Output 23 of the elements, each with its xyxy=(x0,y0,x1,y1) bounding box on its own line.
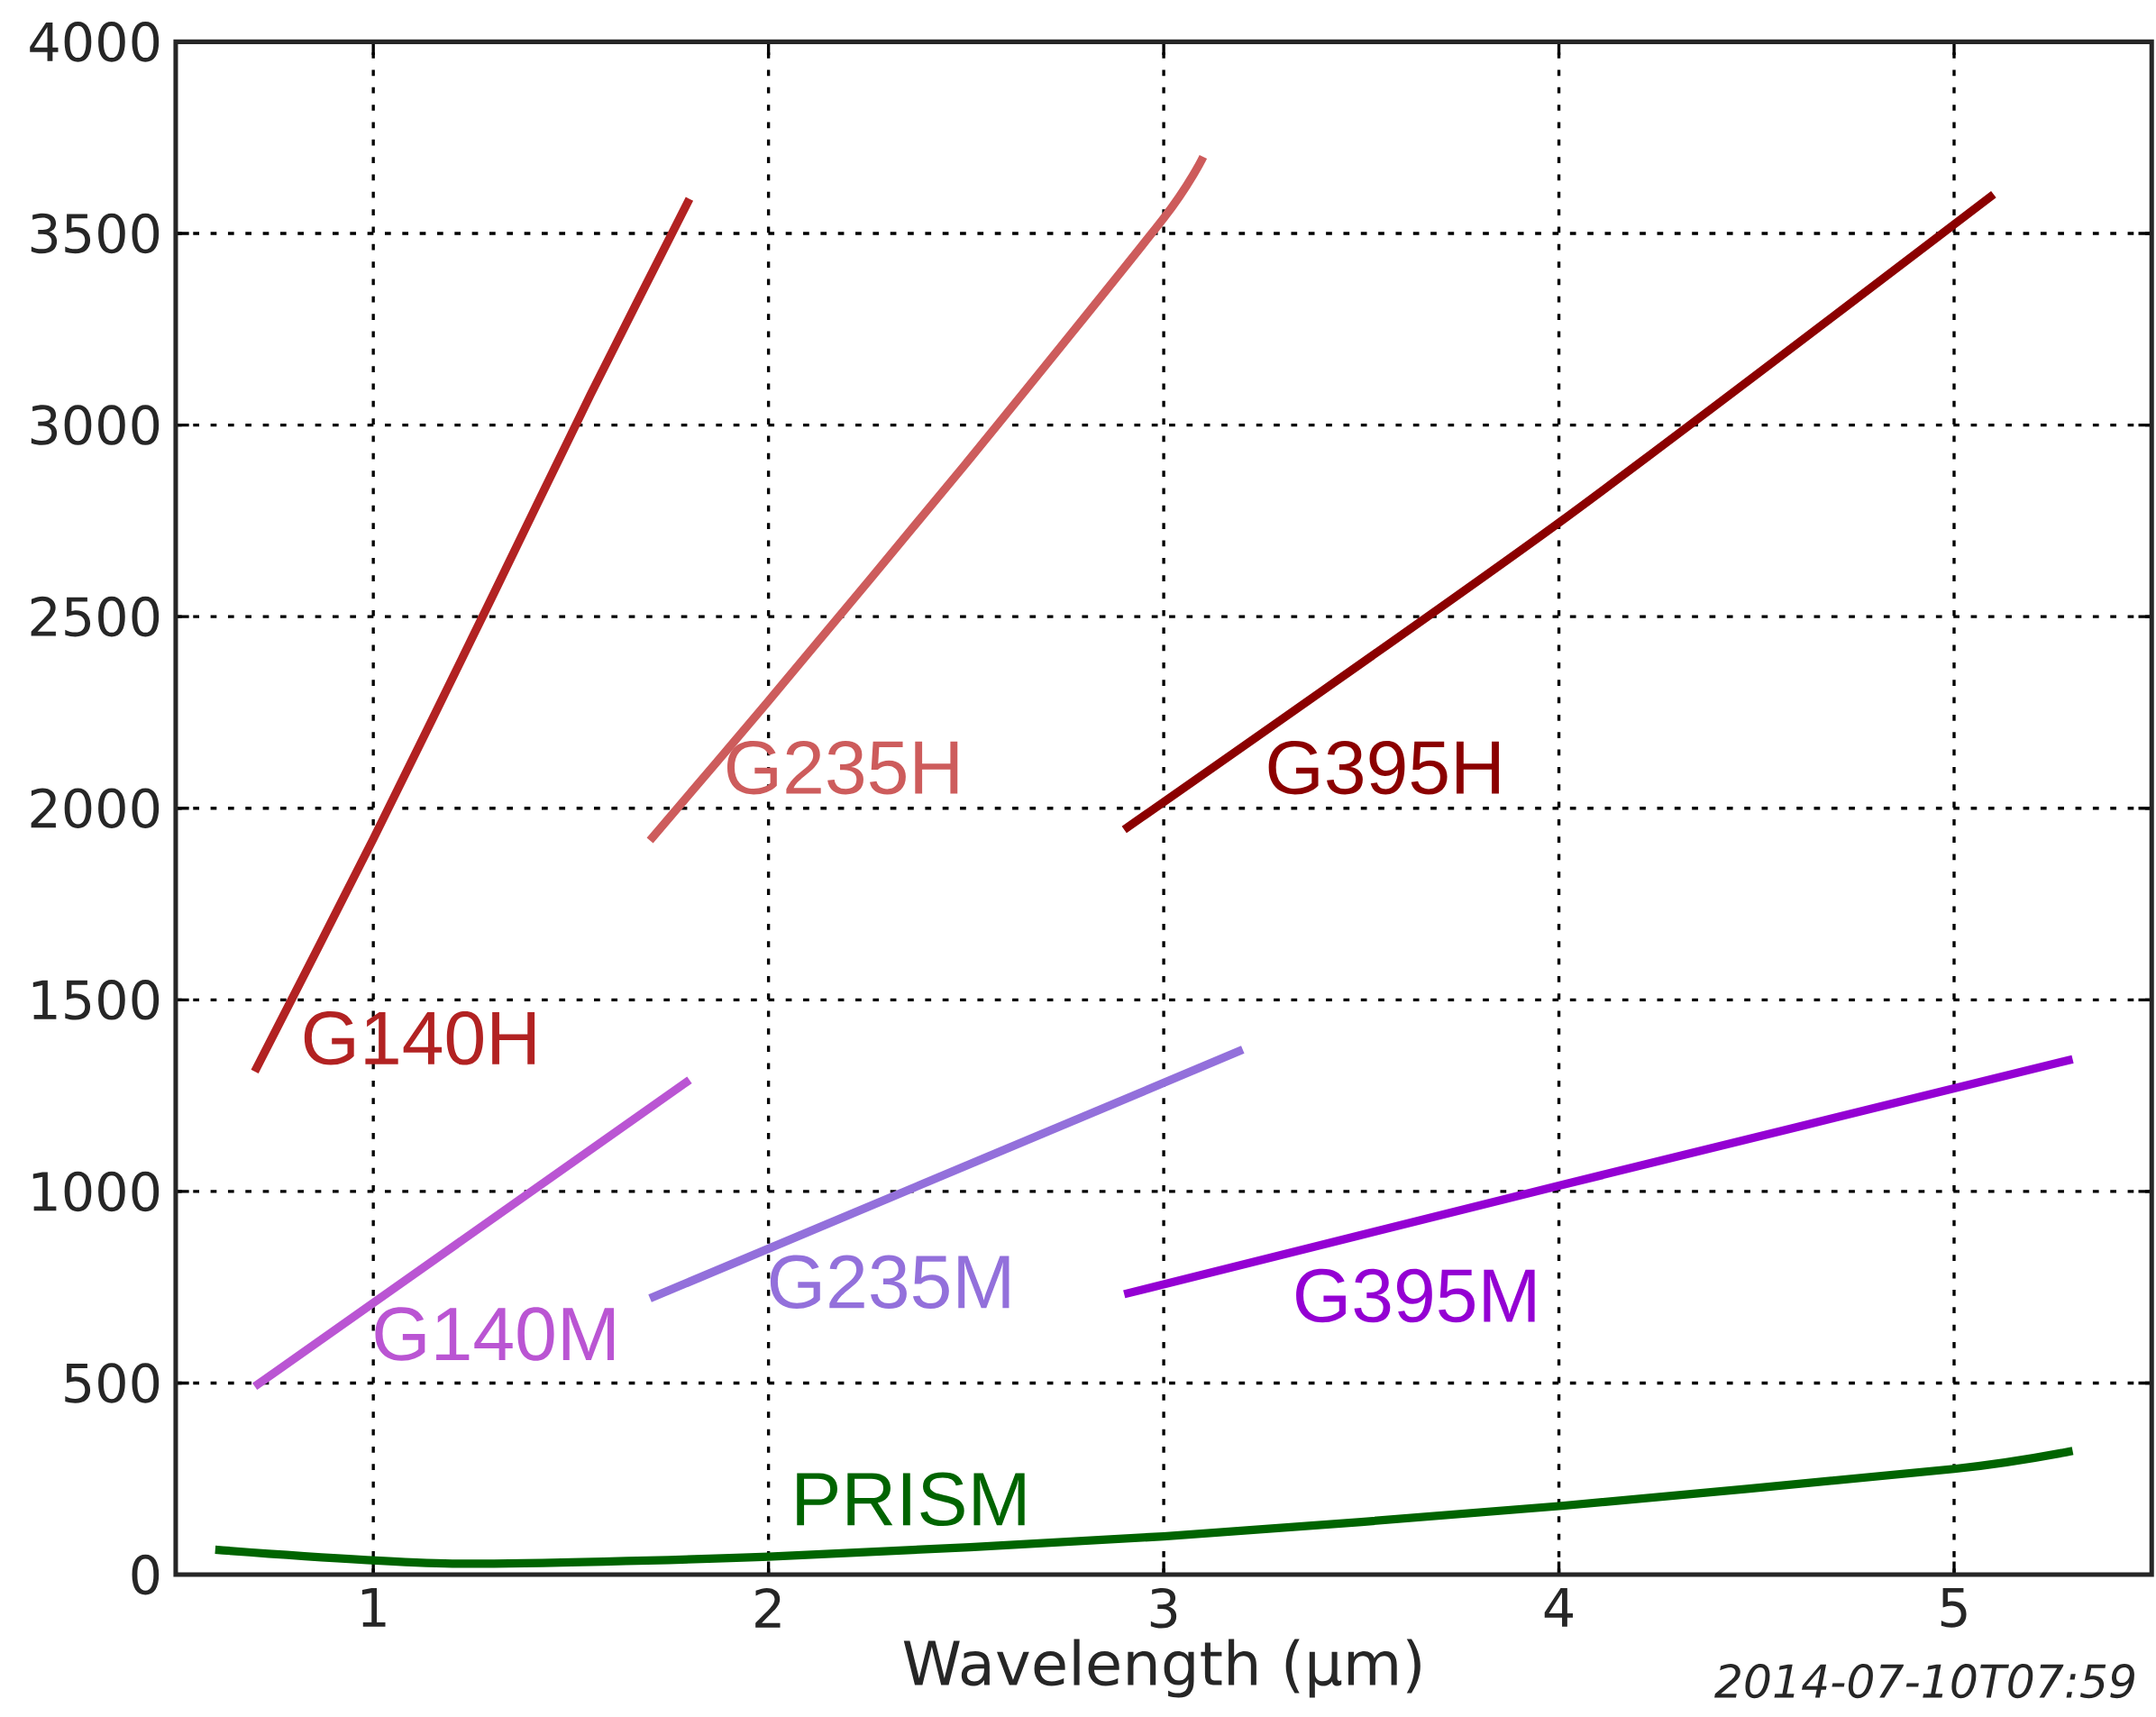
y-tick-label: 3000 xyxy=(31,405,160,445)
y-tick-label: 2500 xyxy=(31,596,160,637)
y-tick-label: 500 xyxy=(65,1363,160,1403)
y-tick-label: 1500 xyxy=(32,980,160,1020)
text: 2014-07-10T07:59 xyxy=(1714,1664,2134,1699)
series-label: G395H xyxy=(1268,740,1499,795)
x-tick-label: 1 xyxy=(361,1587,386,1627)
x-tick-label: 3 xyxy=(1150,1587,1177,1629)
y-tick-label: 3500 xyxy=(31,213,160,254)
y-tick-label: 2000 xyxy=(31,788,160,829)
x-tick-label: 2 xyxy=(755,1587,781,1628)
x-tick-label: 4 xyxy=(1544,1587,1573,1627)
series-label: G140H xyxy=(304,1011,535,1065)
series-label: PRISM xyxy=(797,1472,1025,1527)
y-tick-label: 1000 xyxy=(32,1171,160,1212)
series-label: G140M xyxy=(375,1307,614,1361)
series-label: G395M xyxy=(1296,1268,1535,1323)
y-tick-label: 4000 xyxy=(30,22,160,62)
x-axis-title: Wavelength (μm) xyxy=(903,1639,1421,1698)
x-tick-label: 5 xyxy=(1941,1587,1967,1628)
series-label: G235M xyxy=(770,1255,1009,1310)
series-label: G235H xyxy=(726,740,958,795)
y-tick-label: 0 xyxy=(132,1554,160,1595)
